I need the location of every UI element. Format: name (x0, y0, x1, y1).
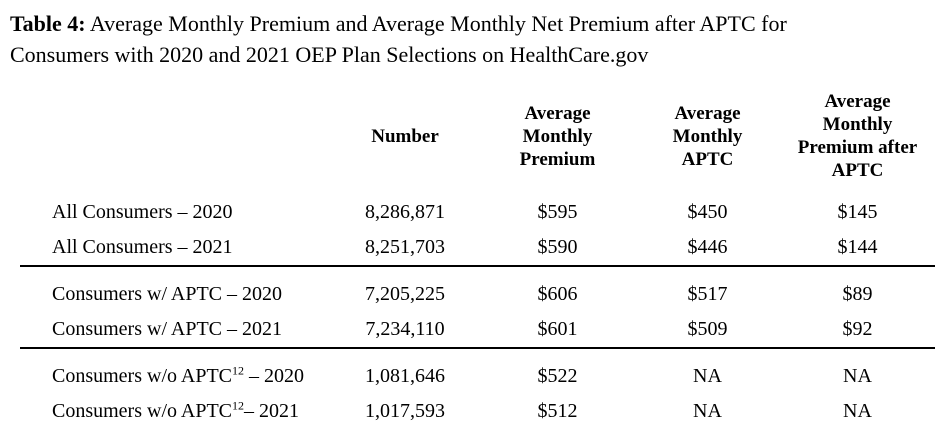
table-row: Consumers w/ APTC – 2020 7,205,225 $606 … (20, 266, 935, 312)
cell-avg-monthly-aptc: NA (693, 400, 722, 422)
row-label: Consumers w/o APTC12– 2021 (20, 394, 330, 429)
cell-avg-monthly-premium: $595 (537, 201, 578, 223)
cell-avg-monthly-premium: $512 (537, 400, 578, 422)
cell-number: 1,017,593 (365, 400, 445, 422)
header-avg-monthly-premium: Average Monthly Premium (519, 102, 596, 170)
header-row: Number Average Monthly Premium Average M… (20, 87, 935, 185)
row-label-text: Consumers w/ APTC – 2020 (52, 283, 283, 305)
cell-avg-monthly-aptc: $446 (687, 236, 728, 258)
cell-avg-monthly-premium-after-aptc: NA (843, 365, 872, 387)
cell-number: 7,205,225 (365, 283, 445, 305)
table-row: Consumers w/ APTC – 2021 7,234,110 $601 … (20, 312, 935, 348)
footnote-superscript: 12 (232, 363, 245, 378)
table-row: All Consumers – 2020 8,286,871 $595 $450… (20, 185, 935, 230)
cell-number: 7,234,110 (365, 318, 445, 340)
group-consumers-without-aptc: Consumers w/o APTC12 – 2020 1,081,646 $5… (20, 348, 935, 429)
table-row: All Consumers – 2021 8,251,703 $590 $446… (20, 230, 935, 266)
row-label: All Consumers – 2020 (20, 185, 330, 230)
cell-number: 1,081,646 (365, 365, 445, 387)
premium-table: Number Average Monthly Premium Average M… (20, 87, 935, 429)
cell-avg-monthly-aptc: $509 (687, 318, 728, 340)
cell-avg-monthly-premium: $522 (537, 365, 578, 387)
row-label-text: All Consumers – 2021 (52, 236, 233, 258)
cell-avg-monthly-premium-after-aptc: $145 (837, 201, 878, 223)
cell-avg-monthly-premium-after-aptc: $144 (837, 236, 878, 258)
cell-avg-monthly-premium-after-aptc: $92 (842, 318, 873, 340)
header-avg-monthly-aptc: Average Monthly APTC (672, 102, 743, 170)
row-label-text: All Consumers – 2020 (52, 201, 233, 223)
cell-avg-monthly-aptc: $450 (687, 201, 728, 223)
table-header: Number Average Monthly Premium Average M… (20, 87, 935, 185)
group-all-consumers: All Consumers – 2020 8,286,871 $595 $450… (20, 185, 935, 266)
row-label-text: Consumers w/ APTC – 2021 (52, 318, 283, 340)
row-label-text: Consumers w/o APTC (52, 365, 233, 387)
row-label-suffix: – 2021 (244, 400, 300, 422)
row-label: Consumers w/ APTC – 2020 (20, 266, 330, 312)
row-label-text: Consumers w/o APTC (52, 400, 233, 422)
cell-avg-monthly-premium-after-aptc: $89 (842, 283, 873, 305)
header-number: Number (371, 125, 439, 147)
row-label: All Consumers – 2021 (20, 230, 330, 266)
table-row: Consumers w/o APTC12 – 2020 1,081,646 $5… (20, 348, 935, 394)
header-avg-monthly-premium-after-aptc: Average Monthly Premium after APTC (797, 91, 918, 181)
cell-avg-monthly-aptc: NA (693, 365, 722, 387)
cell-avg-monthly-premium: $601 (537, 318, 578, 340)
row-label-suffix: – 2020 (244, 365, 305, 387)
row-label: Consumers w/ APTC – 2021 (20, 312, 330, 348)
cell-avg-monthly-premium-after-aptc: NA (843, 400, 872, 422)
group-consumers-with-aptc: Consumers w/ APTC – 2020 7,205,225 $606 … (20, 266, 935, 348)
table-caption: Table 4: Average Monthly Premium and Ave… (0, 0, 941, 70)
cell-avg-monthly-aptc: $517 (687, 283, 728, 305)
cell-number: 8,286,871 (365, 201, 445, 223)
cell-number: 8,251,703 (365, 236, 445, 258)
table-caption-text: Average Monthly Premium and Average Mont… (10, 11, 787, 67)
table-row: Consumers w/o APTC12– 2021 1,017,593 $51… (20, 394, 935, 429)
table-caption-number: Table 4: (10, 11, 86, 36)
header-row-label (20, 87, 330, 185)
cell-avg-monthly-premium: $606 (537, 283, 578, 305)
row-label: Consumers w/o APTC12 – 2020 (20, 348, 330, 394)
cell-avg-monthly-premium: $590 (537, 236, 578, 258)
footnote-superscript: 12 (232, 398, 245, 413)
